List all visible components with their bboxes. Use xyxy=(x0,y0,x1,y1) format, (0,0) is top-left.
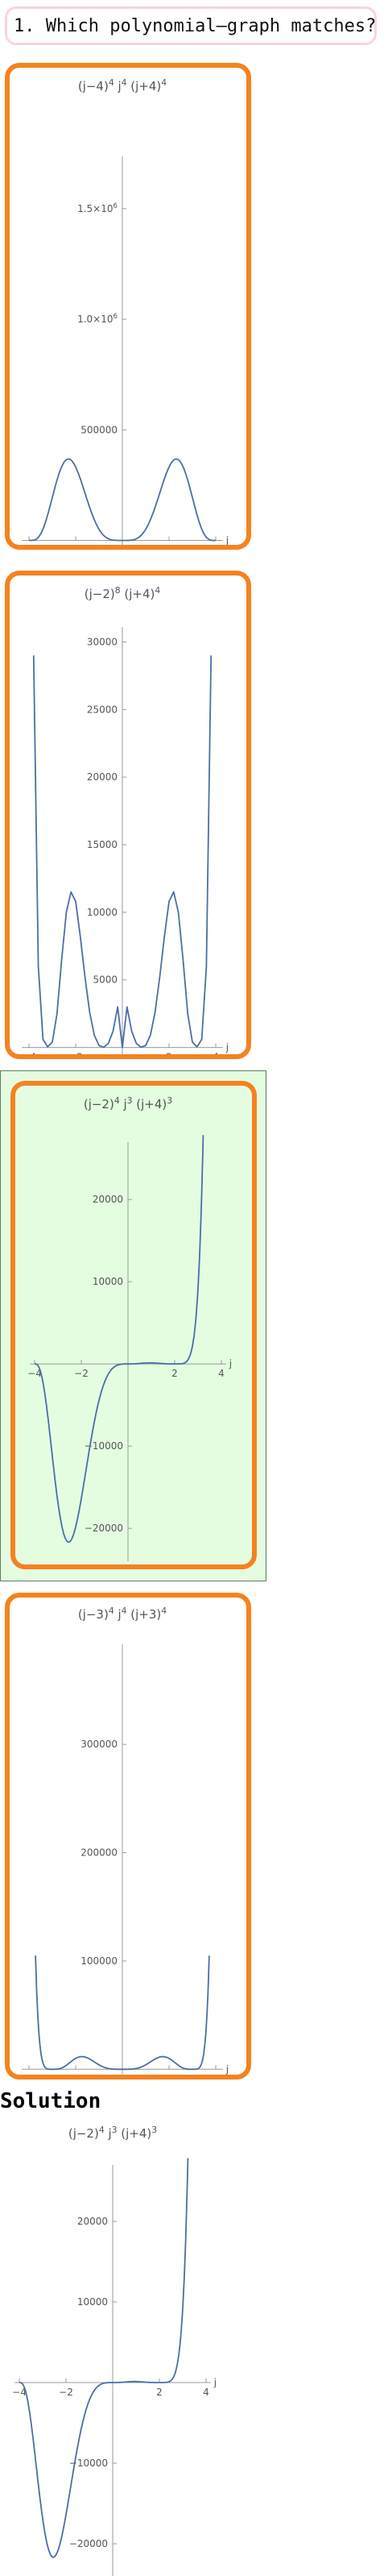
graph-title: (j−4)4 j4 (j+4)4 xyxy=(78,77,167,94)
y-tick-label: 20000 xyxy=(93,1194,123,1205)
x-axis-label: j xyxy=(225,1042,229,1053)
y-tick-label: 300000 xyxy=(80,1739,118,1750)
graph-curve xyxy=(34,1135,204,1544)
x-tick-label: −2 xyxy=(68,1052,83,1054)
y-tick-label: 10000 xyxy=(93,1276,123,1287)
choice-1-graph: (j−4)4 j4 (j+4)4j−4−2245000001.0×1061.5×… xyxy=(22,77,229,545)
graph-title: (j−3)4 j4 (j+3)4 xyxy=(78,1606,167,1622)
y-tick-label: 10000 xyxy=(77,2296,108,2308)
choice-3-graph: (j−2)4 j3 (j+4)3 j −4 −2 2 4 −20000 −10000 10000… xyxy=(27,1095,232,1561)
y-tick-label: 10000 xyxy=(87,907,118,918)
x-tick-label: 2 xyxy=(156,2387,163,2398)
x-axis-label: j xyxy=(225,2063,229,2075)
graph-curve xyxy=(19,2158,189,2558)
graph-curve xyxy=(28,458,217,542)
y-tick-label: 500000 xyxy=(80,424,118,435)
choice-2-graph: (j−2)8 (j+4)4 j −4 −2 2 4 5000 10000 15000 20000 2… xyxy=(22,585,229,1054)
graph-curve xyxy=(32,655,213,1049)
x-tick-label: −4 xyxy=(22,1052,36,1054)
x-tick-label: 2 xyxy=(166,2073,172,2075)
y-tick-label: −10000 xyxy=(69,2458,108,2469)
y-tick-label: 200000 xyxy=(80,1847,118,1859)
y-tick-label: 1.0×106 xyxy=(77,313,118,325)
graph-title: (j−2)8 (j+4)4 xyxy=(85,585,161,602)
y-tick-label: 30000 xyxy=(87,636,118,647)
y-tick-label: 20000 xyxy=(87,771,118,783)
question-text: 1. Which polynomial–graph matches? xyxy=(14,16,377,36)
choice-1-wrapper[interactable]: (j−4)4 j4 (j+4)4j−4−2245000001.0×1061.5×… xyxy=(0,58,251,550)
x-tick-label: 4 xyxy=(203,2387,209,2398)
x-tick-label: 4 xyxy=(213,2073,219,2075)
question-box: 1. Which polynomial–graph matches? xyxy=(5,6,377,45)
graph-title: (j−2)4 j3 (j+4)3 xyxy=(68,2125,157,2142)
x-tick-label: 2 xyxy=(171,1368,178,1379)
y-tick-label: 1.5×106 xyxy=(77,202,118,214)
x-tick-label: −4 xyxy=(27,1368,42,1379)
graph-curve xyxy=(35,1955,210,2071)
y-tick-label: 20000 xyxy=(77,2216,108,2227)
y-tick-label: −10000 xyxy=(85,1440,123,1452)
y-tick-label: 15000 xyxy=(87,839,118,850)
y-tick-label: 5000 xyxy=(93,974,118,986)
x-axis-label: j xyxy=(229,1358,232,1369)
choice-3-wrapper[interactable]: (j−2)4 j3 (j+4)3 j −4 −2 2 4 −20000 −10000 10000… xyxy=(0,1070,266,1581)
choice-4-graph: (j−3)4 j4 (j+3)4 j −4 −2 2 4 100000 200000 30000… xyxy=(22,1606,229,2075)
x-tick-label: 2 xyxy=(166,1052,172,1054)
graph-title: (j−2)4 j3 (j+4)3 xyxy=(84,1095,172,1112)
choice-2-card[interactable]: (j−2)8 (j+4)4 j −4 −2 2 4 5000 10000 15000 20000 2… xyxy=(5,571,251,1059)
solution-graph: (j−2)4 j3 (j+4)3 j −4 −2 2 4 −20000 −10000 10000… xyxy=(12,2125,217,2576)
solution-heading: Solution xyxy=(0,2089,101,2113)
choice-4-wrapper[interactable]: (j−3)4 j4 (j+3)4 j −4 −2 2 4 100000 200000 30000… xyxy=(0,1588,251,2079)
x-tick-label: −2 xyxy=(74,1368,89,1379)
x-tick-label: −4 xyxy=(22,2073,36,2075)
x-axis-label: j xyxy=(213,2377,217,2388)
x-axis-label: j xyxy=(225,535,229,545)
x-tick-label: −2 xyxy=(59,2387,73,2398)
y-tick-label: −20000 xyxy=(69,2538,108,2549)
y-tick-label: 25000 xyxy=(87,704,118,715)
choice-1-card[interactable]: (j−4)4 j4 (j+4)4j−4−2245000001.0×1061.5×… xyxy=(5,63,251,550)
y-tick-label: 100000 xyxy=(80,1955,118,1967)
y-tick-label: −20000 xyxy=(85,1523,123,1534)
x-tick-label: 4 xyxy=(218,1368,225,1379)
choice-2-wrapper[interactable]: (j−2)8 (j+4)4 j −4 −2 2 4 5000 10000 15000 20000 2… xyxy=(0,566,251,1059)
choice-4-card[interactable]: (j−3)4 j4 (j+3)4 j −4 −2 2 4 100000 200000 30000… xyxy=(5,1593,251,2079)
x-tick-label: 4 xyxy=(213,1052,219,1054)
x-tick-label: −2 xyxy=(68,2073,83,2075)
x-tick-label: −4 xyxy=(12,2387,27,2398)
choice-3-card[interactable]: (j−2)4 j3 (j+4)3 j −4 −2 2 4 −20000 −10000 10000… xyxy=(10,1081,257,1569)
